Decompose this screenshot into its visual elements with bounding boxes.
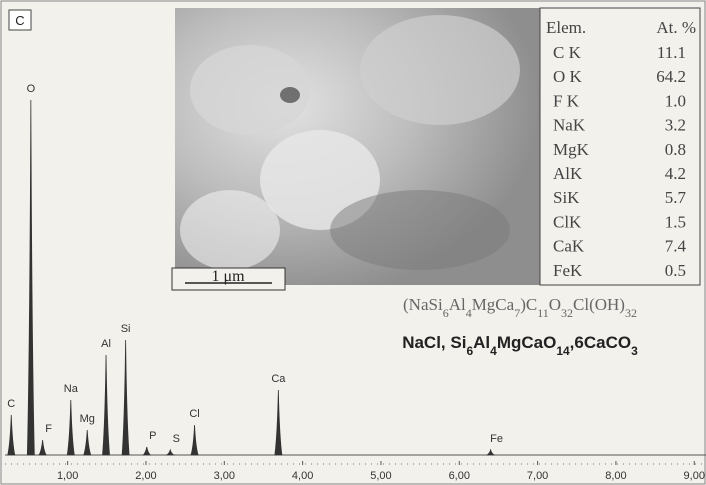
table-value: 1.0 [665, 91, 686, 110]
x-tick-label: 1,00 [57, 470, 78, 482]
peak-label: Al [101, 338, 111, 350]
x-tick-label: 6,00 [449, 470, 470, 482]
figure: C 1 μm Elem. At. % C K 11.1 O K 64.2 F K 1.0 NaK… [0, 0, 706, 485]
peak-label: Cl [189, 408, 199, 420]
peak-label: S [173, 433, 180, 445]
peak-label: Ca [271, 373, 286, 385]
peak-label: O [27, 83, 36, 95]
table-value: 3.2 [665, 116, 686, 135]
table-element: MgK [553, 140, 590, 159]
table-element: SiK [553, 188, 580, 207]
x-tick-label: 8,00 [605, 470, 626, 482]
table-element: CaK [553, 237, 585, 256]
x-tick-label: 3,00 [214, 470, 235, 482]
table-value: 0.5 [665, 261, 686, 280]
peak-label: Na [64, 383, 79, 395]
table-element: O K [553, 67, 583, 86]
peak-label: Fe [490, 433, 503, 445]
table-header: At. % [656, 18, 696, 37]
table-value: 4.2 [665, 164, 686, 183]
table-element: AlK [553, 164, 583, 183]
x-tick-label: 4,00 [292, 470, 313, 482]
x-tick-label: 2,00 [135, 470, 156, 482]
peak-label: F [45, 423, 52, 435]
table-header: Elem. [546, 18, 586, 37]
x-tick-label: 5,00 [370, 470, 391, 482]
sem-image [175, 8, 540, 285]
table-value: 7.4 [665, 237, 687, 256]
table-value: 0.8 [665, 140, 686, 159]
table-element: ClK [553, 212, 582, 231]
peak-label: C [7, 398, 15, 410]
table-element: C K [553, 43, 582, 62]
peak-label: Si [121, 323, 131, 335]
panel-label: C [15, 13, 24, 28]
table-value: 1.5 [665, 212, 686, 231]
table-value: 64.2 [656, 67, 686, 86]
table-value: 11.1 [657, 43, 686, 62]
table-element: FeK [553, 261, 583, 280]
peak-label: P [149, 430, 156, 442]
x-tick-label: 9,00 [684, 470, 705, 482]
table-element: F K [553, 91, 580, 110]
peak-label: Mg [80, 413, 95, 425]
table-element: NaK [553, 116, 586, 135]
x-tick-label: 7,00 [527, 470, 548, 482]
scale-bar-label: 1 μm [211, 268, 245, 285]
table-value: 5.7 [665, 188, 687, 207]
